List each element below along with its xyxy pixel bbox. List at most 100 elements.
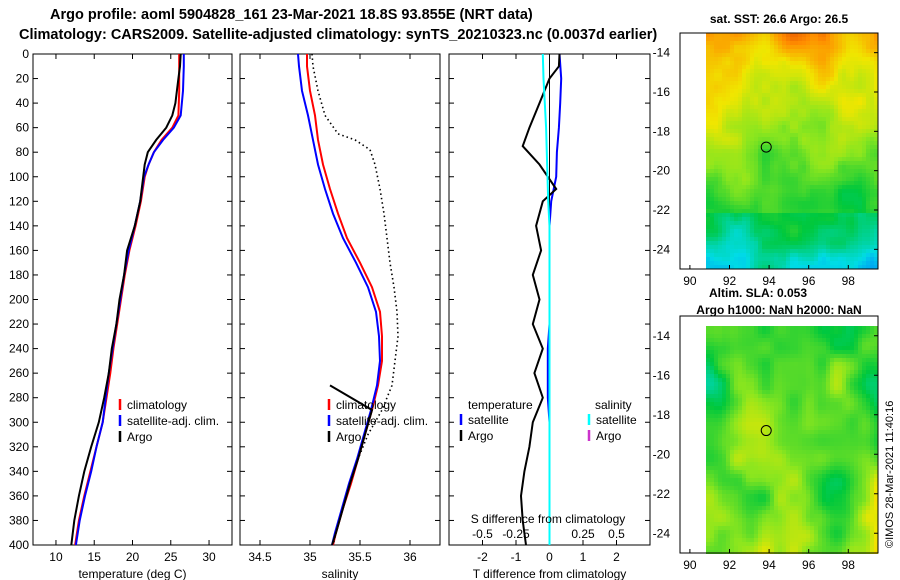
heatmap-cell: [754, 217, 758, 221]
heatmap-cell: [762, 253, 766, 257]
heatmap-cell: [842, 434, 846, 438]
heatmap-cell: [870, 61, 874, 65]
heatmap-cell: [766, 173, 770, 177]
heatmap-cell: [762, 225, 766, 229]
heatmap-cell: [714, 125, 718, 129]
header-line-2: Climatology: CARS2009. Satellite-adjuste…: [19, 27, 658, 43]
heatmap-cell: [838, 498, 842, 502]
heatmap-cell: [814, 181, 818, 185]
heatmap-cell: [754, 265, 758, 269]
heatmap-cell: [754, 233, 758, 237]
heatmap-cell: [830, 49, 834, 53]
heatmap-cell: [790, 406, 794, 410]
heatmap-cell: [838, 125, 842, 129]
heatmap-cell: [762, 105, 766, 109]
heatmap-cell: [770, 37, 774, 41]
heatmap-cell: [806, 482, 810, 486]
heatmap-cell: [754, 41, 758, 45]
heatmap-cell: [766, 245, 770, 249]
heatmap-cell: [762, 446, 766, 450]
heatmap-cell: [770, 65, 774, 69]
heatmap-cell: [862, 342, 866, 346]
heatmap-cell: [862, 41, 866, 45]
heatmap-cell: [866, 442, 870, 446]
heatmap-cell: [846, 430, 850, 434]
heatmap-cell: [790, 430, 794, 434]
heatmap-cell: [874, 133, 878, 137]
heatmap-cell: [770, 217, 774, 221]
heatmap-cell: [706, 205, 710, 209]
heatmap-cell: [766, 41, 770, 45]
heatmap-cell: [730, 113, 734, 117]
heatmap-cell: [862, 526, 866, 530]
heatmap-cell: [830, 33, 834, 37]
heatmap-cell: [734, 330, 738, 334]
y-tick-label: 220: [9, 317, 29, 331]
heatmap-cell: [734, 217, 738, 221]
heatmap-cell: [806, 181, 810, 185]
heatmap-cell: [790, 85, 794, 89]
heatmap-cell: [730, 245, 734, 249]
heatmap-cell: [814, 189, 818, 193]
heatmap-cell: [814, 157, 818, 161]
heatmap-cell: [858, 486, 862, 490]
heatmap-cell: [718, 478, 722, 482]
heatmap-cell: [810, 382, 814, 386]
heatmap-cell: [758, 153, 762, 157]
heatmap-cell: [838, 330, 842, 334]
heatmap-cell: [774, 149, 778, 153]
heatmap-cell: [782, 201, 786, 205]
heatmap-cell: [866, 173, 870, 177]
heatmap-cell: [802, 386, 806, 390]
tdiff-legend-header: temperature: [468, 398, 533, 412]
heatmap-cell: [826, 342, 830, 346]
y-tick-label: 0: [22, 47, 29, 61]
heatmap-cell: [834, 97, 838, 101]
heatmap-cell: [806, 261, 810, 265]
heatmap-cell: [850, 133, 854, 137]
heatmap-cell: [830, 77, 834, 81]
heatmap-cell: [750, 494, 754, 498]
heatmap-cell: [718, 177, 722, 181]
heatmap-cell: [790, 73, 794, 77]
heatmap-cell: [862, 45, 866, 49]
heatmap-cell: [850, 454, 854, 458]
heatmap-cell: [850, 173, 854, 177]
heatmap-cell: [706, 53, 710, 57]
heatmap-cell: [718, 57, 722, 61]
heatmap-cell: [838, 189, 842, 193]
heatmap-cell: [782, 426, 786, 430]
heatmap-cell: [722, 394, 726, 398]
heatmap-cell: [766, 101, 770, 105]
heatmap-cell: [738, 458, 742, 462]
heatmap-cell: [830, 506, 834, 510]
heatmap-cell: [738, 422, 742, 426]
heatmap-cell: [706, 113, 710, 117]
heatmap-cell: [778, 165, 782, 169]
heatmap-cell: [810, 450, 814, 454]
heatmap-cell: [778, 229, 782, 233]
heatmap-cell: [766, 446, 770, 450]
heatmap-cell: [706, 382, 710, 386]
heatmap-cell: [710, 342, 714, 346]
heatmap-cell: [738, 109, 742, 113]
heatmap-cell: [850, 378, 854, 382]
heatmap-cell: [726, 129, 730, 133]
heatmap-cell: [810, 113, 814, 117]
heatmap-cell: [854, 181, 858, 185]
heatmap-cell: [866, 257, 870, 261]
heatmap-cell: [750, 410, 754, 414]
heatmap-cell: [718, 169, 722, 173]
heatmap-cell: [778, 221, 782, 225]
heatmap-cell: [798, 237, 802, 241]
heatmap-cell: [714, 490, 718, 494]
heatmap-cell: [714, 378, 718, 382]
heatmap-cell: [734, 41, 738, 45]
heatmap-cell: [706, 133, 710, 137]
heatmap-cell: [774, 193, 778, 197]
heatmap-cell: [794, 157, 798, 161]
heatmap-cell: [834, 438, 838, 442]
heatmap-cell: [810, 241, 814, 245]
heatmap-cell: [746, 414, 750, 418]
heatmap-cell: [782, 241, 786, 245]
